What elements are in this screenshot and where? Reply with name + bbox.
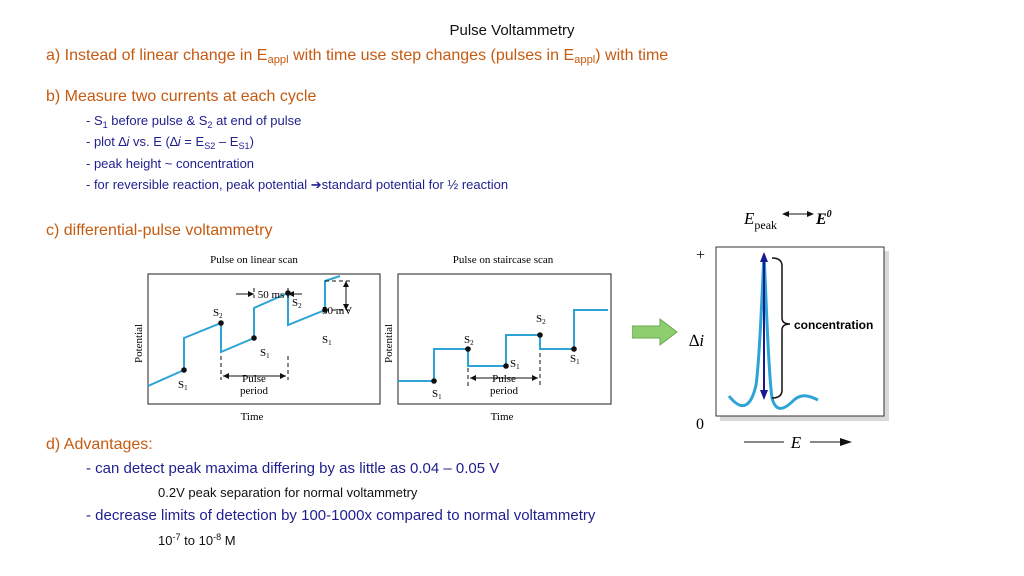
staircase-xlabel: Time	[491, 411, 514, 423]
concentration-bracket	[771, 257, 791, 399]
staircase-s2-label-b: S2	[536, 313, 546, 326]
block-arrow-right-icon	[632, 318, 678, 346]
linear-s2-label-b: S2	[292, 297, 302, 310]
linear-ylabel: Potential	[133, 324, 145, 363]
pulse-staircase-scan-figure: Pulse on staircase scan S1 S2 S1 S2 S1 P…	[383, 254, 612, 423]
section-b-bullet-1: - S1 before pulse & S2 at end of pulse	[86, 113, 302, 130]
staircase-s1-label-a: S1	[432, 388, 442, 401]
peak-plot-frame	[715, 246, 885, 417]
linear-mv-arrow-up-icon	[343, 281, 349, 287]
staircase-period-label-2: period	[490, 385, 519, 397]
pulse-linear-scan-figure: Pulse on linear scan S1 S2 S1 S2 S1 Puls…	[133, 254, 381, 423]
staircase-s1-label-b: S1	[510, 358, 520, 371]
linear-period-arrow-right-icon	[280, 373, 286, 379]
linear-s1-label-a: S1	[178, 379, 188, 392]
staircase-period-label-1: Pulse	[492, 373, 516, 385]
linear-sample-points	[181, 290, 328, 373]
arrow-right-icon: ➔	[310, 177, 322, 192]
staircase-s1-label-c: S1	[570, 353, 580, 366]
e0-label: E0	[815, 209, 832, 228]
section-d-heading: d) Advantages:	[46, 436, 153, 453]
x-axis-arrow-icon	[840, 438, 852, 446]
y-plus-label: +	[696, 247, 705, 264]
section-b-bullet-2: - plot ∆i vs. E (∆i = ES2 – ES1)	[86, 134, 254, 151]
staircase-ylabel: Potential	[383, 324, 395, 363]
double-arrow-left-icon	[782, 211, 789, 217]
linear-period-arrow-left-icon	[223, 373, 229, 379]
section-b-heading: b) Measure two currents at each cycle	[46, 88, 317, 105]
staircase-sample-points	[431, 332, 577, 384]
section-b-bullet-3: - peak height ~ concentration	[86, 156, 255, 171]
linear-s1-label-b: S1	[260, 347, 270, 360]
delta-i-label: ∆i	[689, 331, 704, 350]
staircase-figure-title: Pulse on staircase scan	[453, 254, 554, 266]
linear-plot-frame	[147, 273, 381, 405]
peak-curve	[727, 254, 819, 410]
linear-s1-label-c: S1	[322, 334, 332, 347]
linear-xlabel: Time	[241, 411, 264, 423]
linear-pulse-trace	[147, 275, 341, 387]
linear-ms-arrow-left-icon	[248, 291, 254, 297]
peak-arrow-down-icon	[760, 390, 768, 400]
linear-dashed-markers	[220, 280, 350, 380]
section-d-item-2: - decrease limits of detection by 100-10…	[86, 507, 596, 524]
staircase-period-arrow-left-icon	[470, 375, 476, 381]
staircase-dashed-markers	[467, 353, 541, 386]
x-axis-e-label: E	[790, 433, 802, 452]
concentration-label: concentration	[794, 318, 873, 332]
y-zero-label: 0	[696, 416, 704, 433]
epeak-label: Epeak	[743, 209, 777, 232]
section-b-bullet-4: - for reversible reaction, peak potentia…	[86, 177, 509, 192]
section-d-item-2-sub: 10-7 to 10-8 M	[158, 532, 236, 548]
section-d-item-1: - can detect peak maxima differing by as…	[86, 460, 500, 477]
section-c-heading: c) differential-pulse voltammetry	[46, 222, 273, 239]
staircase-s2-label-a: S2	[464, 334, 474, 347]
linear-s2-label-a: S2	[213, 307, 223, 320]
peak-arrow-up-icon	[760, 252, 768, 262]
staircase-pulse-trace	[398, 309, 608, 382]
page-title: Pulse Voltammetry	[449, 22, 575, 39]
section-d-item-1-sub: 0.2V peak separation for normal voltamme…	[158, 485, 418, 500]
linear-figure-title: Pulse on linear scan	[210, 254, 298, 266]
double-arrow-right-icon	[807, 211, 814, 217]
linear-period-label-1: Pulse	[242, 373, 266, 385]
linear-ms-arrow-right-icon	[288, 291, 294, 297]
linear-mv-label: 50 mV	[322, 305, 352, 317]
linear-period-label-2: period	[240, 385, 269, 397]
linear-ms-label: 50 ms	[258, 289, 285, 301]
differential-pulse-peak-figure: Epeak E0 + 0 ∆i concentration E	[689, 209, 889, 452]
linear-mv-arrow-down-icon	[343, 304, 349, 310]
staircase-period-arrow-right-icon	[532, 375, 538, 381]
section-a-text: a) Instead of linear change in Eappl wit…	[46, 47, 669, 66]
